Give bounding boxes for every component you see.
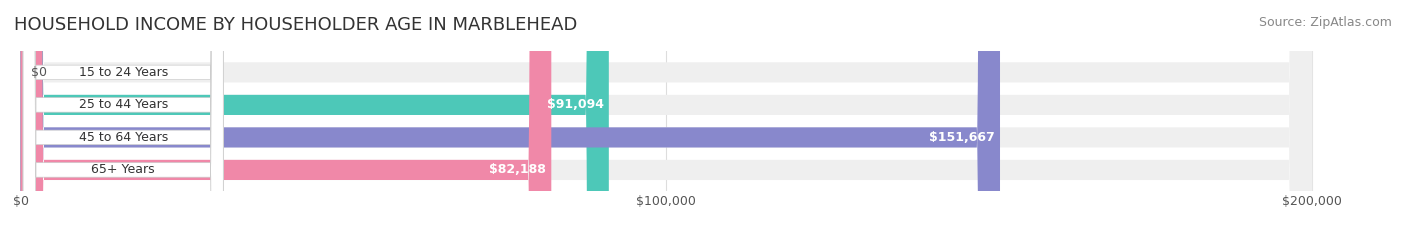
FancyBboxPatch shape: [21, 0, 1312, 233]
FancyBboxPatch shape: [21, 0, 1312, 233]
FancyBboxPatch shape: [22, 0, 224, 233]
Text: $0: $0: [31, 66, 46, 79]
Text: 15 to 24 Years: 15 to 24 Years: [79, 66, 167, 79]
Text: 25 to 44 Years: 25 to 44 Years: [79, 98, 167, 111]
FancyBboxPatch shape: [22, 0, 224, 233]
Text: 45 to 64 Years: 45 to 64 Years: [79, 131, 167, 144]
Text: $91,094: $91,094: [547, 98, 603, 111]
FancyBboxPatch shape: [21, 0, 609, 233]
FancyBboxPatch shape: [21, 0, 1000, 233]
FancyBboxPatch shape: [21, 0, 1312, 233]
FancyBboxPatch shape: [22, 0, 224, 233]
Text: $82,188: $82,188: [489, 163, 546, 176]
Text: 65+ Years: 65+ Years: [91, 163, 155, 176]
Text: $151,667: $151,667: [929, 131, 995, 144]
Text: Source: ZipAtlas.com: Source: ZipAtlas.com: [1258, 16, 1392, 29]
FancyBboxPatch shape: [22, 0, 224, 233]
FancyBboxPatch shape: [21, 0, 551, 233]
Text: HOUSEHOLD INCOME BY HOUSEHOLDER AGE IN MARBLEHEAD: HOUSEHOLD INCOME BY HOUSEHOLDER AGE IN M…: [14, 16, 578, 34]
FancyBboxPatch shape: [21, 0, 1312, 233]
